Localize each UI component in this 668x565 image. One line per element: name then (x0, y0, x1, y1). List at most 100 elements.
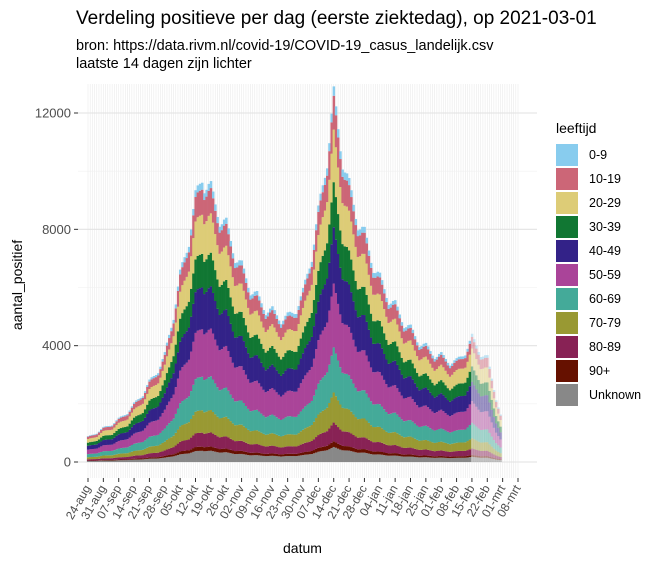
bar-segment-80-89 (343, 431, 347, 447)
bar-segment-40-49 (111, 439, 114, 445)
bar-segment-0-9 (321, 185, 325, 193)
bar-segment-20-29 (89, 438, 92, 443)
bar-segment-50-59 (492, 427, 496, 441)
bar-segment-Unknown (413, 456, 417, 462)
bar-segment-30-39 (293, 351, 296, 370)
bar-segment-0-9 (225, 217, 228, 224)
bar-segment-10-19 (337, 137, 340, 168)
bar-segment-90+ (203, 447, 206, 452)
bar-segment-0-9 (422, 343, 426, 347)
bar-segment-80-89 (468, 449, 472, 456)
bar-segment-70-79 (396, 433, 399, 446)
bar-segment-Unknown (128, 459, 132, 462)
bar-segment-60-69 (369, 401, 373, 426)
bar-segment-70-79 (473, 439, 476, 450)
bar-segment-40-49 (200, 287, 204, 330)
bar-segment-60-69 (104, 451, 107, 456)
bar-segment-10-19 (304, 284, 307, 301)
bar-segment-50-59 (172, 394, 175, 419)
bar-segment-40-49 (431, 395, 434, 412)
bar-segment-20-29 (479, 369, 483, 384)
bar-segment-40-49 (433, 397, 437, 414)
bar-segment-80-89 (97, 458, 101, 461)
bar-segment-Unknown (218, 452, 222, 462)
bar-segment-40-49 (464, 395, 467, 412)
bar-segment-50-59 (273, 389, 276, 416)
bar-segment-60-69 (143, 440, 147, 449)
bar-segment-20-29 (130, 412, 134, 421)
bar-segment-70-79 (361, 418, 364, 438)
bar-segment-50-59 (216, 345, 219, 388)
bar-segment-40-49 (321, 289, 325, 331)
bar-segment-70-79 (415, 439, 419, 450)
bar-segment-0-9 (209, 181, 213, 189)
bar-segment-0-9 (163, 352, 167, 355)
bar-segment-40-49 (426, 389, 430, 408)
bar-segment-20-29 (102, 430, 105, 436)
bar-segment-60-69 (227, 390, 230, 419)
bar-segment-70-79 (262, 433, 265, 447)
bar-segment-10-19 (411, 333, 415, 345)
bar-segment-60-69 (466, 427, 469, 442)
bar-segment-Unknown (347, 450, 351, 462)
bar-segment-0-9 (459, 356, 463, 360)
bar-segment-Unknown (200, 450, 204, 462)
bar-segment-50-59 (150, 421, 154, 437)
bar-segment-Unknown (396, 455, 399, 462)
bar-segment-40-49 (89, 445, 92, 450)
bar-segment-10-19 (383, 293, 386, 310)
bar-segment-90+ (222, 448, 226, 453)
bar-segment-30-39 (455, 384, 458, 398)
bar-segment-0-9 (297, 306, 301, 310)
bar-segment-40-49 (279, 375, 283, 397)
bar-segment-Unknown (440, 457, 443, 462)
bar-segment-0-9 (319, 193, 322, 201)
bar-segment-10-19 (424, 345, 428, 357)
bar-segment-90+ (159, 456, 162, 459)
bar-segment-90+ (326, 445, 329, 451)
bar-segment-0-9 (218, 226, 222, 233)
bar-segment-90+ (141, 458, 145, 460)
bar-segment-20-29 (104, 430, 107, 436)
bar-segment-70-79 (108, 455, 112, 459)
bar-segment-30-39 (497, 421, 500, 428)
bar-segment-Unknown (389, 455, 393, 462)
bar-segment-70-79 (389, 432, 393, 446)
bar-segment-20-29 (341, 203, 344, 245)
bar-segment-60-69 (306, 404, 309, 428)
bar-segment-80-89 (148, 453, 151, 458)
bar-segment-10-19 (407, 328, 410, 341)
bar-segment-20-29 (306, 295, 309, 322)
bar-segment-90+ (337, 443, 340, 449)
bar-segment-60-69 (341, 372, 344, 408)
bar-segment-30-39 (233, 313, 237, 338)
bar-segment-90+ (268, 453, 272, 456)
bar-segment-20-29 (380, 301, 384, 327)
bar-segment-90+ (174, 453, 178, 456)
bar-segment-0-9 (396, 306, 399, 311)
bar-segment-10-19 (479, 359, 483, 370)
bar-segment-50-59 (198, 329, 202, 378)
bar-segment-30-39 (86, 442, 90, 446)
bar-segment-60-69 (262, 415, 265, 434)
bar-segment-90+ (334, 442, 338, 448)
bar-segment-80-89 (268, 445, 272, 454)
bar-segment-40-49 (132, 424, 136, 434)
bar-segment-70-79 (154, 445, 158, 453)
bar-segment-Unknown (308, 454, 311, 462)
bar-segment-50-59 (288, 390, 292, 417)
bar-segment-30-39 (339, 230, 342, 268)
bar-segment-40-49 (93, 444, 96, 449)
bar-segment-50-59 (176, 378, 180, 409)
bar-segment-30-39 (405, 361, 408, 378)
bar-segment-20-29 (192, 238, 195, 274)
bar-segment-40-49 (341, 279, 344, 324)
bar-segment-20-29 (350, 221, 353, 260)
bar-segment-40-49 (258, 358, 261, 384)
bar-segment-40-49 (249, 357, 252, 383)
bar-segment-20-29 (119, 421, 123, 429)
bar-segment-60-69 (459, 429, 463, 443)
bar-segment-Unknown (106, 460, 110, 462)
bar-segment-90+ (352, 447, 355, 452)
bar-segment-80-89 (150, 453, 154, 458)
